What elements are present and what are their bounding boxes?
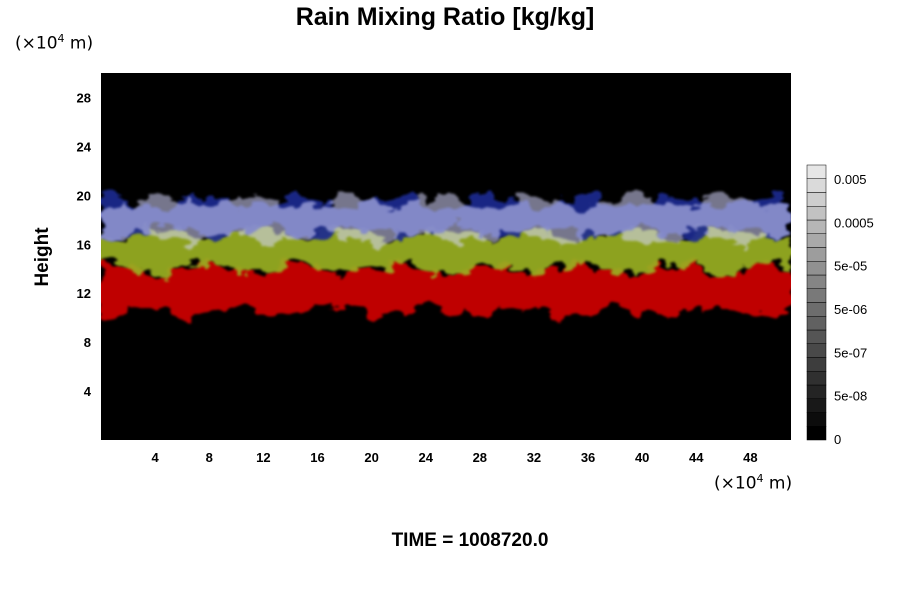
x-tick-label: 12 xyxy=(256,450,270,465)
y-tick-label: 28 xyxy=(77,90,91,105)
y-tick-label: 24 xyxy=(77,139,92,154)
colorbar-tick-label: 5e-08 xyxy=(834,389,867,404)
colorbar-swatch xyxy=(806,329,827,344)
colorbar-swatch xyxy=(806,343,827,358)
x-tick-label: 24 xyxy=(418,450,433,465)
colorbar-swatch xyxy=(806,219,827,234)
layer-yellow-green xyxy=(101,222,791,279)
y-tick-label: 20 xyxy=(77,188,91,203)
x-tick-label: 16 xyxy=(310,450,324,465)
colorbar-swatch xyxy=(806,274,827,289)
x-tick-label: 4 xyxy=(152,450,160,465)
x-tick-label: 48 xyxy=(743,450,757,465)
x-tick-label: 44 xyxy=(689,450,704,465)
colorbar-tick-label: 5e-06 xyxy=(834,302,867,317)
y-unit-label: (×104 m) xyxy=(15,32,94,54)
x-tick-label: 28 xyxy=(473,450,487,465)
colorbar-swatch xyxy=(806,357,827,372)
colorbar-swatch xyxy=(806,178,827,193)
colorbar-swatch xyxy=(806,398,827,413)
x-unit-label: (×104 m) xyxy=(714,472,793,494)
colorbar-tick-label: 0.0005 xyxy=(834,215,874,230)
layer-white xyxy=(101,192,791,249)
colorbar-swatch xyxy=(806,288,827,303)
colorbar-swatch xyxy=(806,302,827,317)
colorbar-swatch xyxy=(806,233,827,248)
colorbar-swatch xyxy=(806,206,827,221)
colorbar-tick-label: 5e-05 xyxy=(834,259,867,274)
chart-title: Rain Mixing Ratio [kg/kg] xyxy=(295,3,595,31)
time-readout: TIME = 1008720.0 xyxy=(391,530,549,551)
colorbar-swatch xyxy=(806,192,827,207)
x-tick-label: 8 xyxy=(206,450,213,465)
y-tick-label: 8 xyxy=(84,335,91,350)
colorbar-swatch xyxy=(806,371,827,386)
x-tick-label: 36 xyxy=(581,450,595,465)
x-tick-label: 20 xyxy=(364,450,378,465)
colorbar-swatch xyxy=(806,261,827,276)
colorbar-swatch xyxy=(806,164,827,179)
colorbar-tick-label: 5e-07 xyxy=(834,345,867,360)
colorbar-swatch xyxy=(806,384,827,399)
colorbar-tick-label: 0 xyxy=(834,432,841,447)
x-tick-label: 32 xyxy=(527,450,541,465)
colorbar-swatch xyxy=(806,316,827,331)
y-tick-label: 16 xyxy=(77,237,91,252)
colorbar-swatch xyxy=(806,247,827,262)
colorbar-swatch xyxy=(806,426,827,441)
x-tick-label: 40 xyxy=(635,450,649,465)
y-tick-label: 4 xyxy=(84,384,92,399)
colorbar-tick-label: 0.005 xyxy=(834,172,867,187)
y-tick-label: 12 xyxy=(77,286,91,301)
colorbar-swatch xyxy=(806,412,827,427)
